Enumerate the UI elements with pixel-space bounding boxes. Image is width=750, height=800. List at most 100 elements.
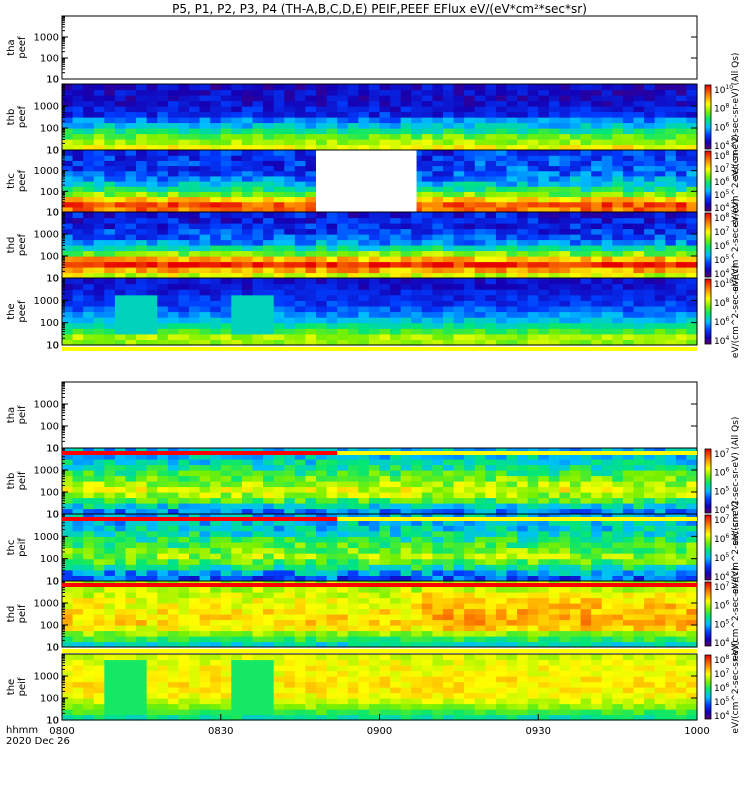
spectrogram-cell [421, 492, 434, 499]
spectrogram-cell [495, 333, 508, 341]
y-tick-label: 10 [46, 75, 59, 86]
spectrogram-cell [263, 245, 275, 252]
spectrogram-cell [337, 144, 349, 151]
spectrogram-cell [580, 558, 592, 565]
spectrogram-cell [241, 128, 254, 135]
spectrogram-cell [220, 339, 232, 346]
spectrogram-cell [622, 328, 635, 335]
spectrogram-cell [358, 541, 370, 549]
spectrogram-cell [337, 228, 349, 235]
spectrogram-cell [125, 228, 137, 235]
spectrogram-cell [686, 272, 698, 279]
spectrogram-cell [347, 278, 359, 285]
spectrogram-cell [464, 553, 476, 560]
spectrogram-cell [294, 139, 307, 146]
spectrogram-cell [644, 553, 656, 560]
spectrogram-cell [485, 272, 497, 279]
spectrogram-cell [390, 322, 402, 329]
spectrogram-cell [167, 245, 180, 252]
spectrogram-cell [432, 272, 444, 279]
spectrogram-cell [93, 475, 105, 482]
spectrogram-cell [686, 155, 698, 161]
spectrogram-cell [252, 234, 264, 241]
spectrogram-cell [241, 84, 254, 91]
spectrogram-cell [231, 453, 243, 460]
spectrogram-cell [114, 317, 127, 324]
spectrogram-cell [178, 592, 190, 599]
spectrogram-cell [591, 111, 603, 118]
spectrogram-cell [93, 603, 105, 610]
spectrogram-cell [136, 111, 148, 118]
spectrogram-cell [686, 283, 698, 290]
spectrogram-cell [326, 470, 338, 477]
spectrogram-cell [474, 541, 486, 549]
spectrogram-cell [400, 272, 412, 279]
spectrogram-cell [368, 322, 381, 329]
spectrogram-cell [316, 133, 328, 140]
spectrogram-cell [443, 144, 455, 151]
spectrogram-cell [231, 470, 243, 477]
spectrogram-cell [83, 470, 95, 477]
spectrogram-cell [474, 322, 486, 329]
spectrogram-cell [231, 603, 243, 610]
spectrogram-cell [263, 470, 275, 477]
spectrogram-cell [220, 267, 232, 274]
spectrogram-cell [506, 117, 518, 124]
spectrogram-cell [157, 547, 169, 554]
spectrogram-cell [157, 625, 169, 632]
spectrogram-cell [548, 250, 561, 257]
spectrogram-cell [231, 228, 243, 235]
spectrogram-cell [104, 139, 116, 146]
spectrogram-cell [125, 636, 137, 643]
spectrogram-cell [178, 464, 190, 471]
spectrogram-cell [273, 256, 285, 263]
spectrogram-cell [527, 541, 539, 549]
spectrogram-cell [432, 294, 444, 301]
spectrogram-cell [273, 497, 285, 504]
spectrogram-cell [72, 191, 84, 198]
spectrogram-cell [83, 569, 95, 577]
spectrogram-cell [580, 519, 592, 526]
spectrogram-cell [189, 122, 201, 129]
spectrogram-cell [443, 497, 455, 504]
spectrogram-cell [464, 175, 476, 182]
spectrogram-cell [210, 84, 222, 91]
spectrogram-cell [93, 278, 105, 285]
spectrogram-cell [548, 575, 561, 582]
spectrogram-cell [347, 486, 359, 493]
spectrogram-cell [633, 508, 645, 515]
spectrogram-cell [506, 272, 518, 279]
spectrogram-cell [654, 256, 666, 263]
spectrogram-cell [146, 261, 158, 268]
spectrogram-cell [263, 497, 275, 504]
spectrogram-cell [72, 508, 84, 515]
spectrogram-cell [591, 175, 603, 182]
spectrogram-cell [601, 261, 613, 268]
spectrogram-cell [146, 191, 158, 198]
spectrogram-cell [411, 553, 423, 560]
spectrogram-cell [485, 486, 497, 493]
spectrogram-cell [622, 191, 635, 198]
spectrogram-cell [146, 234, 158, 241]
spectrogram-cell [316, 569, 328, 577]
spectrogram-cell [432, 186, 444, 192]
spectrogram-cell [686, 278, 698, 285]
spectrogram-cell [421, 201, 434, 208]
spectrogram-cell [622, 283, 635, 290]
colorbar [704, 278, 712, 345]
spectrogram-cell [199, 328, 211, 335]
spectrogram-cell [210, 305, 222, 313]
spectrogram-cell [62, 84, 74, 91]
spectrogram-cell [464, 150, 476, 156]
spectrogram-cell [220, 175, 232, 182]
spectrogram-cell [62, 508, 74, 515]
spectrogram-cell [83, 234, 95, 241]
spectrogram-cell [400, 89, 412, 96]
spectrogram-cell [411, 117, 423, 124]
spectrogram-cell [686, 311, 698, 318]
spectrogram-cell [347, 317, 359, 324]
spectrogram-cell [686, 250, 698, 257]
spectrogram-cell [591, 339, 603, 346]
spectrogram-cell [421, 191, 434, 198]
spectrogram-cell [210, 641, 222, 648]
